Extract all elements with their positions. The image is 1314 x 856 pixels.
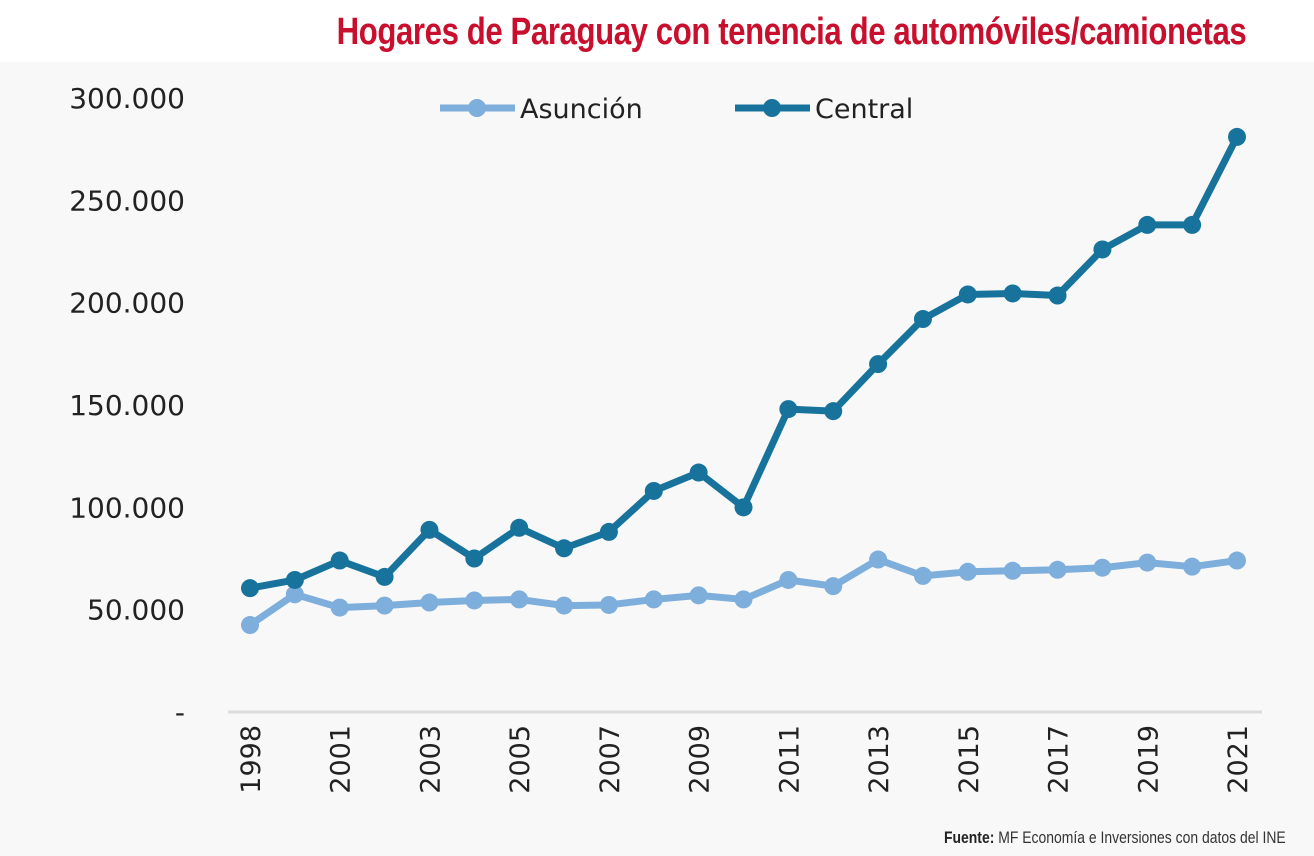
chart-panel (0, 62, 1314, 856)
data-point (734, 590, 753, 609)
y-tick-label: 50.000 (87, 594, 185, 627)
series-line-central (249, 135, 1241, 592)
data-point (689, 586, 708, 605)
x-tick-label: 2019 (1133, 725, 1164, 794)
data-point (1228, 127, 1246, 146)
x-tick-label: 2007 (595, 725, 626, 794)
data-point (420, 593, 439, 612)
x-tick-label: 2003 (415, 725, 446, 794)
data-point (1003, 284, 1022, 303)
data-point (1228, 551, 1246, 570)
x-tick-label: 2017 (1044, 725, 1075, 794)
data-point (869, 355, 888, 374)
y-tick-label: - (175, 696, 185, 729)
data-point (824, 402, 843, 421)
data-point (1003, 561, 1022, 580)
x-tick-label: 2021 (1223, 725, 1254, 794)
data-point (599, 522, 618, 541)
data-point (510, 590, 529, 609)
data-point (375, 567, 394, 586)
data-point (555, 596, 574, 615)
source-text: MF Economía e Inversiones con datos del … (998, 828, 1286, 847)
data-point (779, 400, 798, 419)
data-point (420, 520, 439, 539)
data-point (1093, 558, 1112, 577)
data-point (779, 570, 798, 589)
data-point (330, 551, 349, 570)
source-label: Fuente: (944, 828, 995, 847)
legend-label: Central (815, 94, 913, 125)
data-point (1093, 240, 1112, 259)
y-tick-label: 300.000 (69, 82, 185, 115)
data-point (1183, 557, 1202, 576)
y-tick-label: 250.000 (69, 184, 185, 217)
source-note: Fuente: MF Economía e Inversiones con da… (944, 828, 1286, 848)
data-point (599, 595, 618, 614)
data-point (241, 616, 259, 635)
data-point (958, 285, 977, 304)
legend-marker (468, 99, 486, 117)
data-point (375, 596, 394, 615)
data-point (465, 549, 484, 568)
data-point (913, 566, 932, 585)
chart-title-text: Hogares de Paraguay con tenencia de auto… (336, 11, 1246, 53)
x-tick-label: 2001 (326, 725, 357, 794)
data-point (1048, 560, 1067, 579)
y-tick-label: 200.000 (69, 287, 185, 320)
data-point (869, 550, 888, 569)
data-point (644, 481, 663, 500)
x-tick-label: 2013 (864, 725, 895, 794)
data-point (555, 539, 574, 558)
y-tick-label: 100.000 (69, 491, 185, 524)
y-tick-label: 150.000 (69, 389, 185, 422)
x-tick-label: 2011 (774, 725, 805, 794)
data-point (510, 518, 529, 537)
x-tick-label: 2005 (505, 725, 536, 794)
legend-label: Asunción (520, 94, 643, 125)
data-point (689, 463, 708, 482)
data-point (734, 498, 753, 517)
data-point (1183, 215, 1202, 234)
data-point (465, 591, 484, 610)
data-point (644, 590, 663, 609)
x-tick-label: 2009 (685, 725, 716, 794)
data-point (958, 562, 977, 581)
legend-marker (763, 99, 781, 117)
data-point (913, 310, 932, 329)
data-point (824, 577, 843, 596)
x-tick-label: 1998 (236, 725, 267, 794)
data-point (330, 598, 349, 617)
chart-title: Hogares de Paraguay con tenencia de auto… (0, 4, 1314, 60)
data-point (1138, 215, 1157, 234)
data-point (1048, 286, 1067, 305)
data-point (1138, 553, 1157, 572)
x-tick-label: 2015 (954, 725, 985, 794)
data-point (241, 579, 259, 598)
data-point (285, 570, 304, 589)
data-point (285, 585, 304, 604)
